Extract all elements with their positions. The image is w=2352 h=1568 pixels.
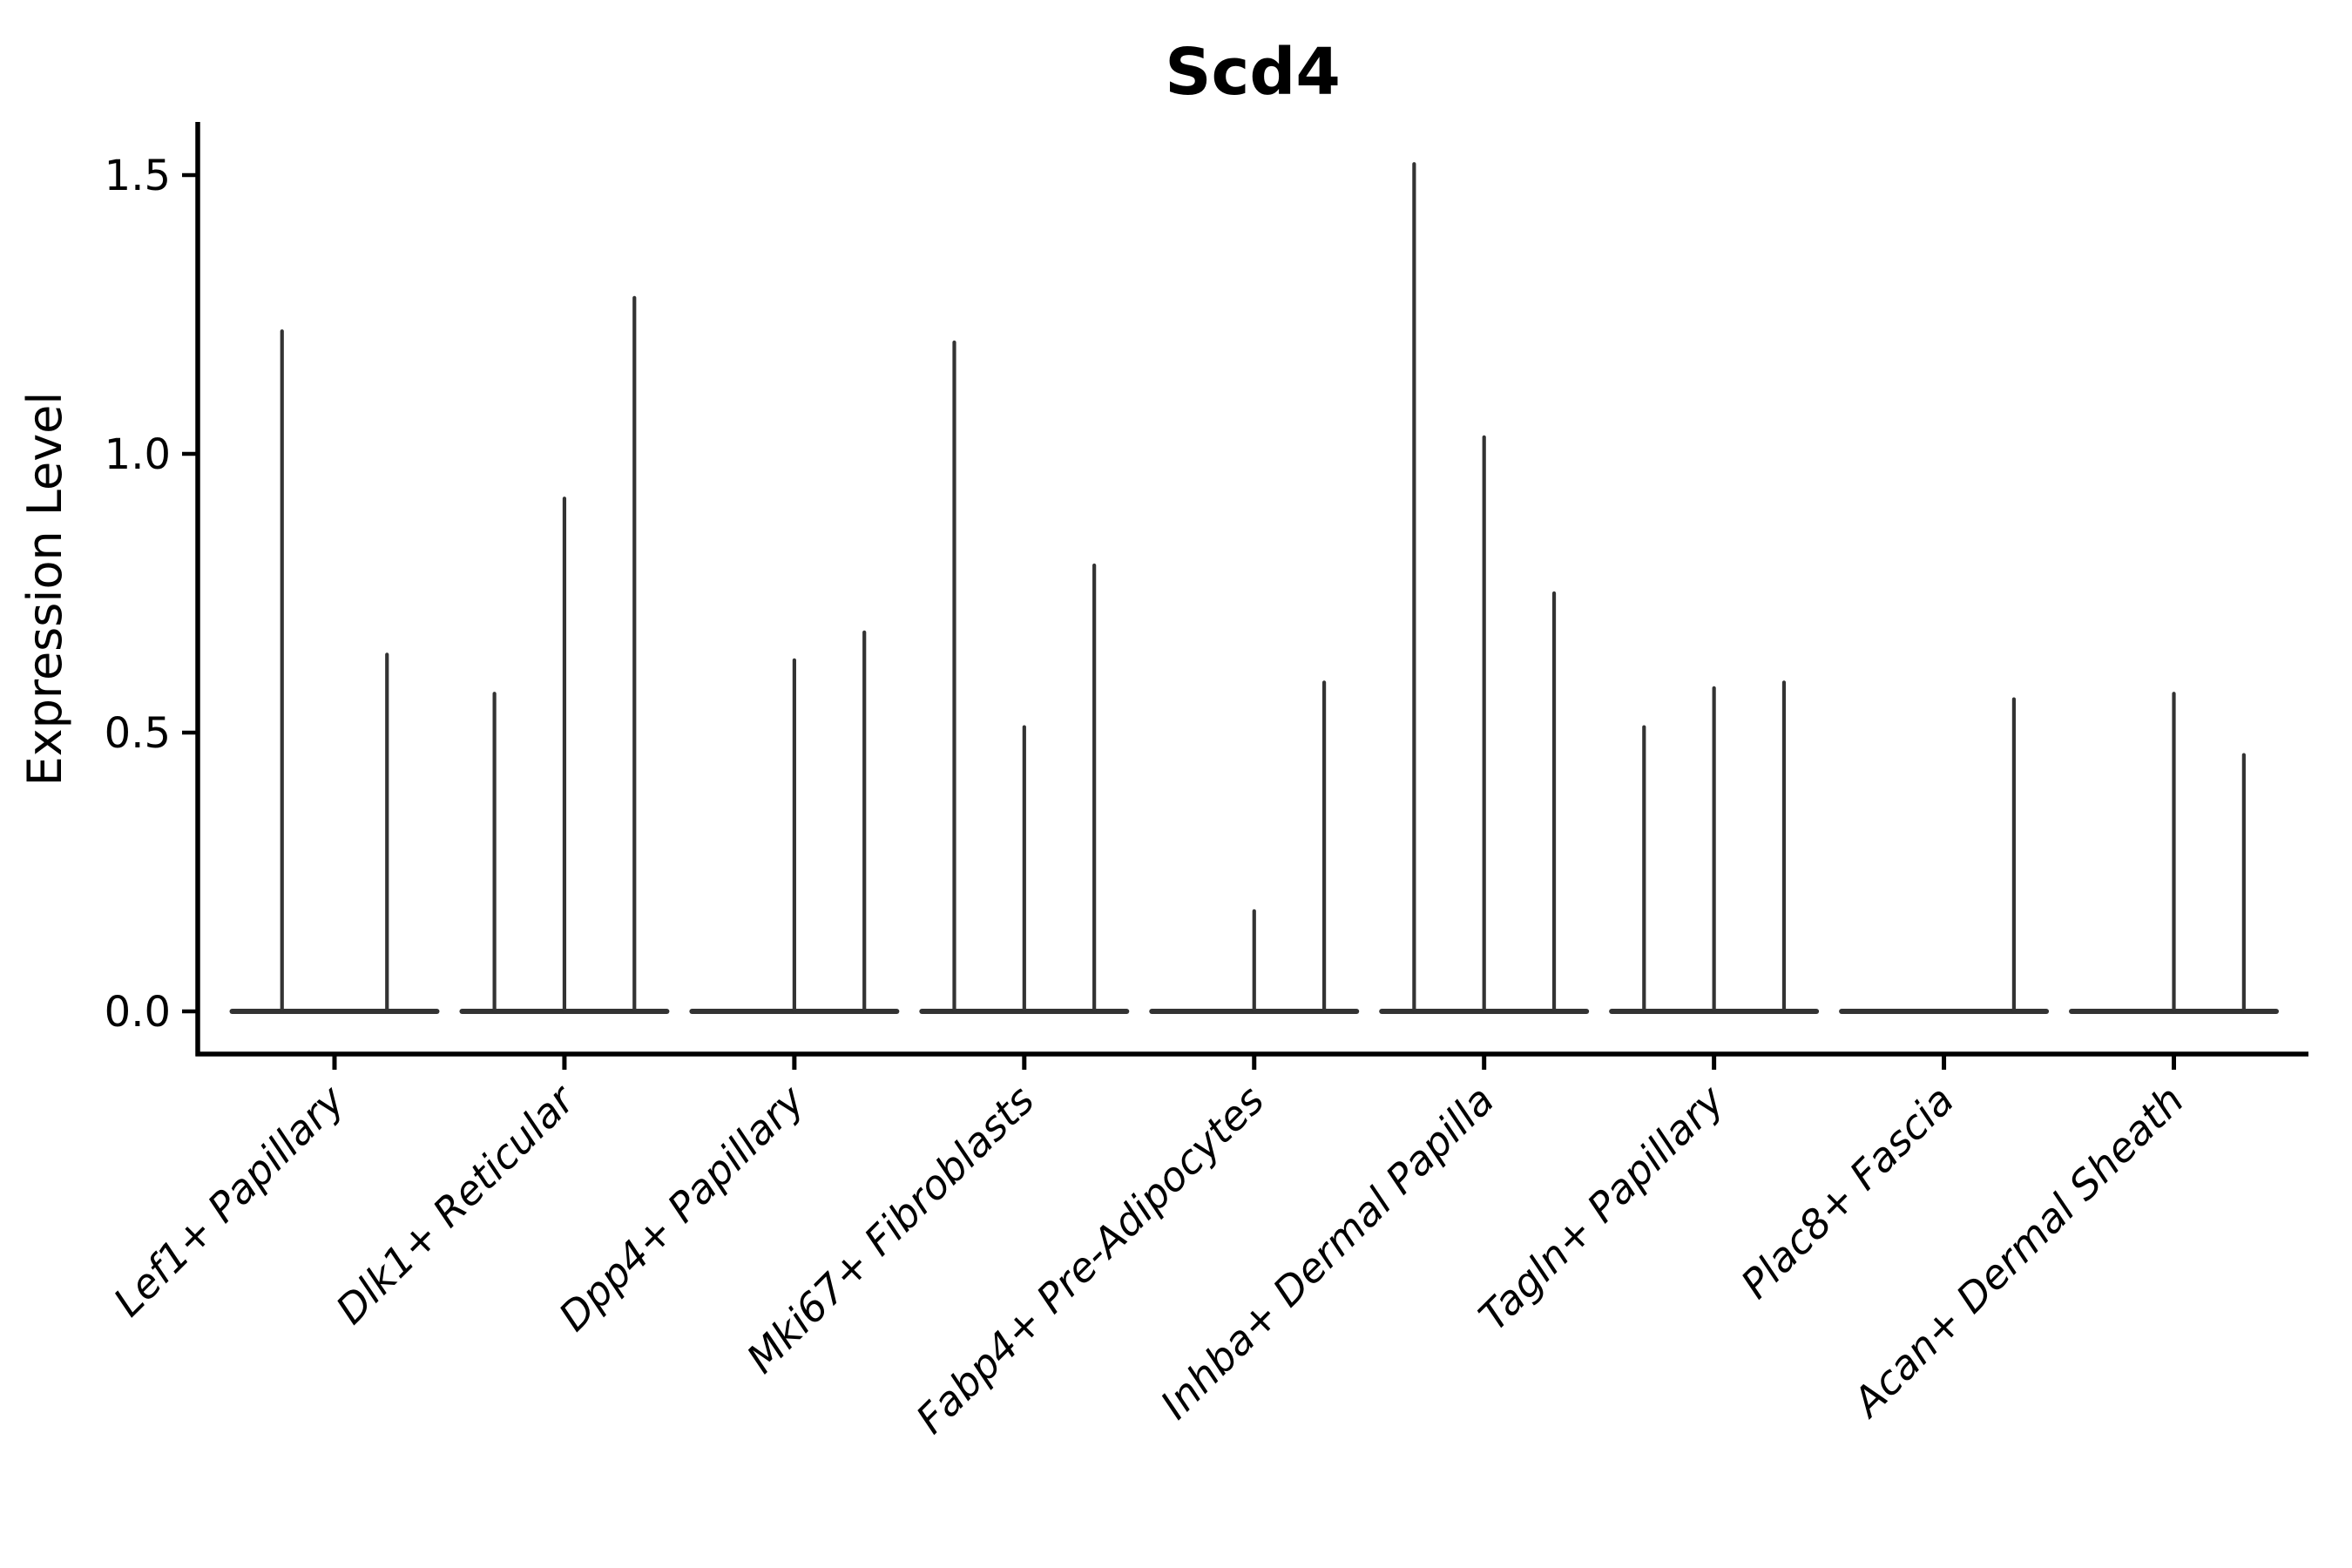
violins-layer (229, 162, 2280, 1014)
violin-group (1149, 680, 1360, 1014)
y-tick-label: 1.5 (105, 152, 171, 200)
x-tick-label: Lef1+ Papillary (105, 1076, 354, 1325)
y-axis-label: Expression Level (17, 392, 72, 787)
x-tick-label: Plac8+ Fascia (1732, 1077, 1963, 1308)
chart-title: Scd4 (1165, 35, 1341, 110)
y-tick-label: 0.5 (105, 709, 171, 758)
y-tick-label: 0.0 (105, 988, 171, 1037)
violin-group (689, 630, 900, 1014)
x-tick-label: Tagln+ Papillary (1470, 1076, 1734, 1340)
x-tick-label: Dlk1+ Reticular (327, 1074, 585, 1333)
x-tick-label: Dpp4+ Papillary (550, 1076, 814, 1340)
violin-group (229, 329, 440, 1014)
y-tick-label: 1.0 (105, 430, 171, 479)
axes-spines (195, 122, 2308, 1057)
violin-group (1379, 162, 1590, 1014)
violin-group (919, 340, 1130, 1014)
violin-group (2069, 692, 2280, 1014)
violin-group (1839, 697, 2050, 1014)
violin-group (1609, 680, 1820, 1014)
violin-group (459, 295, 670, 1014)
y-axis: 0.0 0.5 1.0 1.5 (105, 152, 198, 1037)
